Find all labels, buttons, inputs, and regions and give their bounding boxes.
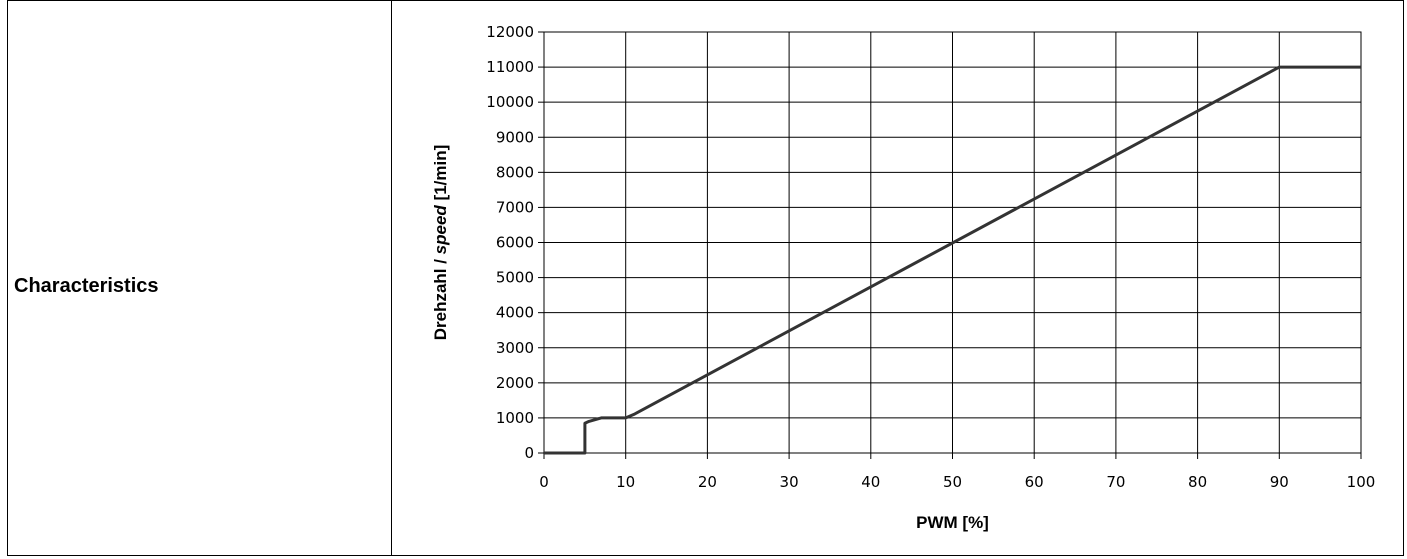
x-tick-label: 100: [1347, 473, 1376, 491]
x-tick-label: 50: [943, 473, 962, 491]
y-tick-label: 0: [524, 444, 534, 462]
y-tick-label: 5000: [496, 269, 534, 287]
x-tick-label: 30: [780, 473, 799, 491]
x-tick-label: 90: [1270, 473, 1289, 491]
y-tick-label: 9000: [496, 128, 534, 146]
y-axis-title-part-3: [1/min]: [431, 145, 450, 205]
x-axis-title: PWM [%]: [916, 513, 989, 532]
y-tick-label: 1000: [496, 409, 534, 427]
row-label: Characteristics: [14, 275, 159, 297]
y-tick-label: 2000: [496, 374, 534, 392]
y-axis-title-part-1: Drehzahl /: [431, 254, 450, 340]
y-tick-label: 4000: [496, 304, 534, 322]
x-tick-label: 40: [861, 473, 880, 491]
x-tick-label: 80: [1188, 473, 1207, 491]
y-tick-label: 6000: [496, 234, 534, 252]
x-tick-label: 10: [616, 473, 635, 491]
series-line: [544, 65, 1361, 455]
x-tick-label: 70: [1106, 473, 1125, 491]
y-axis-title: Drehzahl / speed [1/min]: [431, 145, 450, 341]
y-tick-label: 3000: [496, 339, 534, 357]
x-tick-label: 60: [1025, 473, 1044, 491]
y-tick-label: 8000: [496, 163, 534, 181]
x-tick-label: 0: [539, 473, 549, 491]
y-tick-label: 7000: [496, 198, 534, 216]
y-tick-label: 12000: [486, 23, 534, 41]
y-tick-label: 11000: [486, 58, 534, 76]
y-axis-title-part-2: speed: [431, 205, 450, 255]
column-divider: [391, 1, 392, 555]
table-frame: [7, 0, 1404, 556]
y-tick-label: 10000: [486, 93, 534, 111]
x-tick-label: 20: [698, 473, 717, 491]
